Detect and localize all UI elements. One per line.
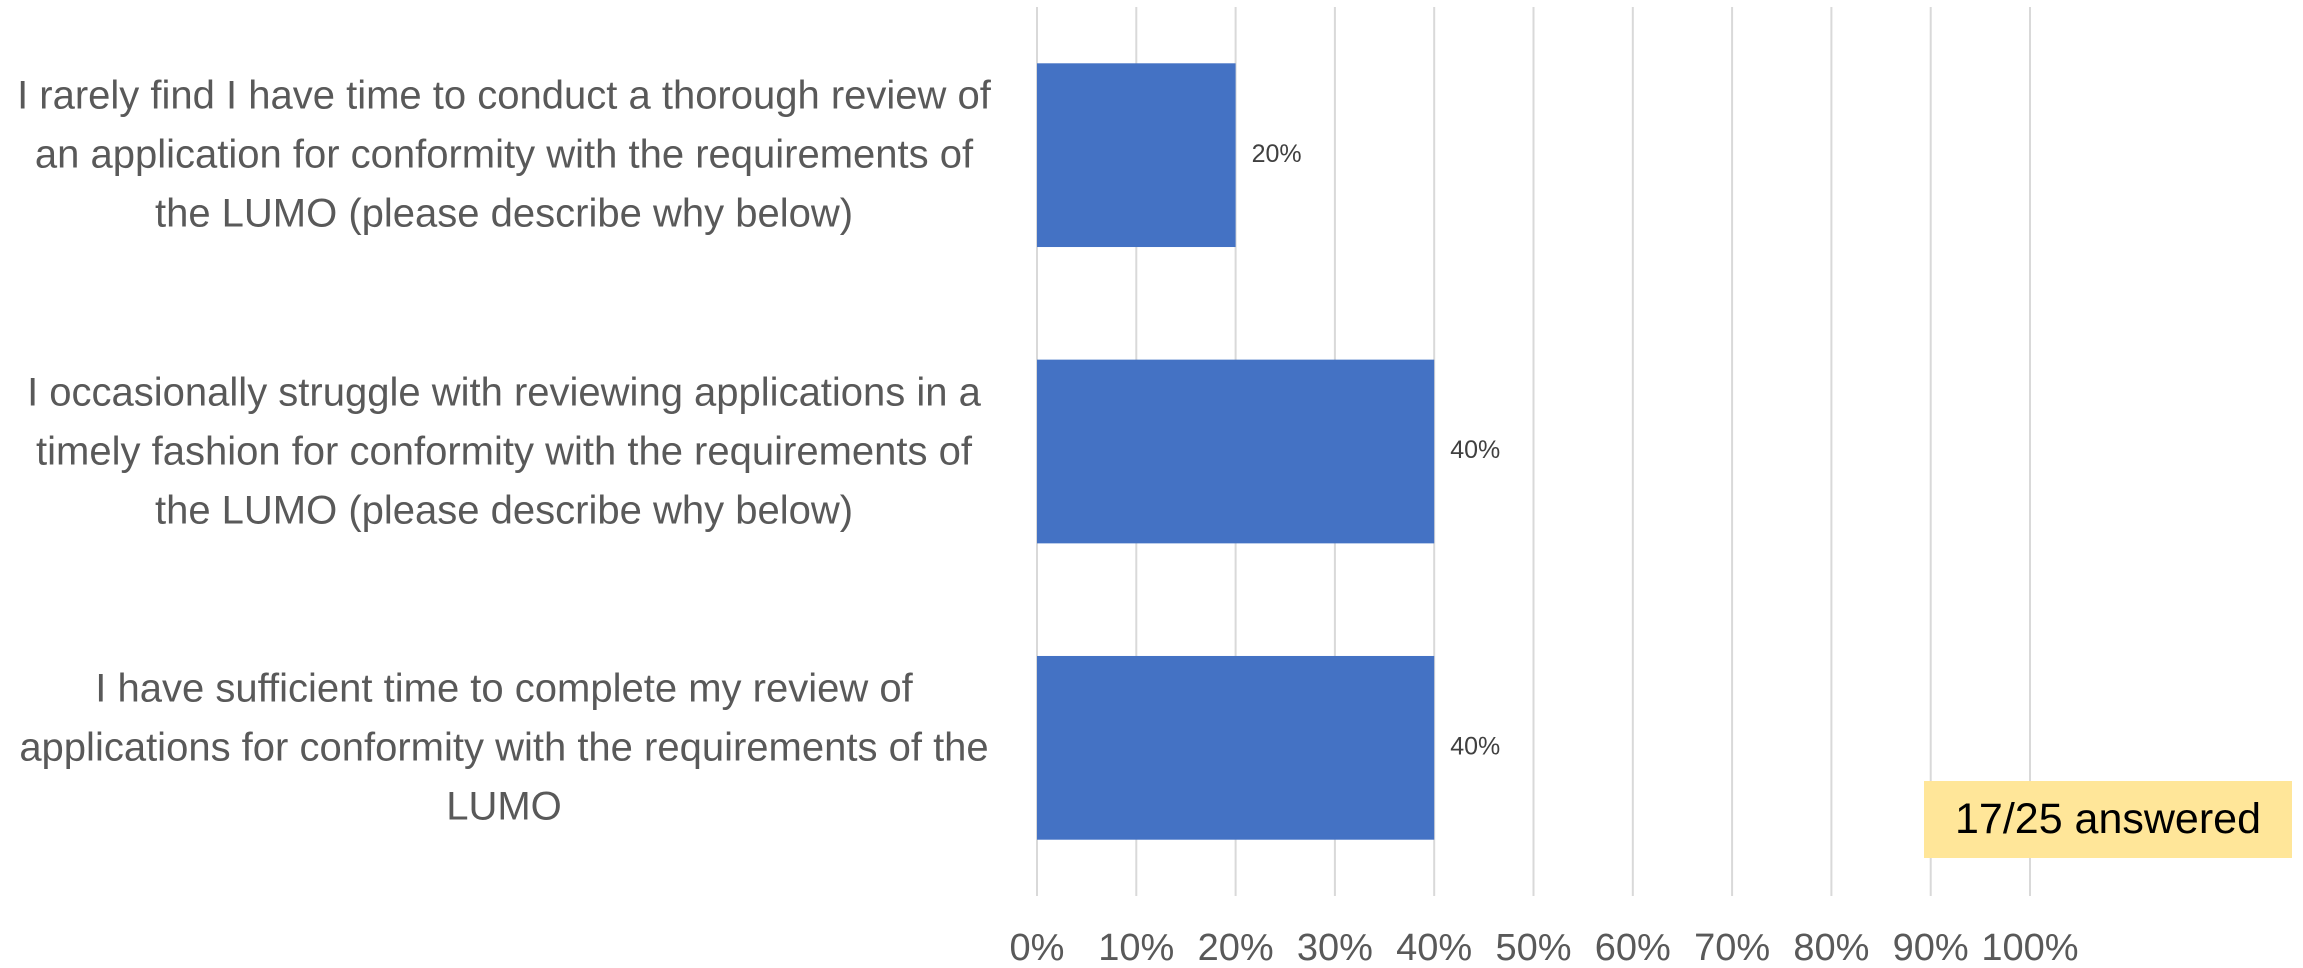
x-tick-label: 0% <box>1010 927 1065 968</box>
value-label: 40% <box>1450 732 1500 760</box>
value-label: 40% <box>1450 436 1500 464</box>
x-tick-label: 90% <box>1893 927 1969 968</box>
x-tick-label: 20% <box>1198 927 1274 968</box>
y-tick-label: I occasionally struggle with reviewing a… <box>27 370 981 532</box>
x-tick-label: 10% <box>1098 927 1174 968</box>
bar <box>1037 655 1435 840</box>
y-tick-label: I have sufficient time to complete my re… <box>19 666 989 829</box>
x-tick-label: 50% <box>1495 927 1571 968</box>
bar <box>1037 63 1236 248</box>
annotation: 17/25 answered <box>1924 781 2292 858</box>
bar <box>1037 359 1435 544</box>
x-tick-label: 70% <box>1694 927 1770 968</box>
y-tick-label: I rarely find I have time to conduct a t… <box>17 73 991 236</box>
x-tick-label: 60% <box>1595 927 1671 968</box>
x-tick-label: 30% <box>1297 927 1373 968</box>
value-label: 20% <box>1252 140 1302 168</box>
x-tick-label: 100% <box>1981 927 2078 968</box>
x-tick-label: 40% <box>1396 927 1472 968</box>
x-tick-label: 80% <box>1793 927 1869 968</box>
